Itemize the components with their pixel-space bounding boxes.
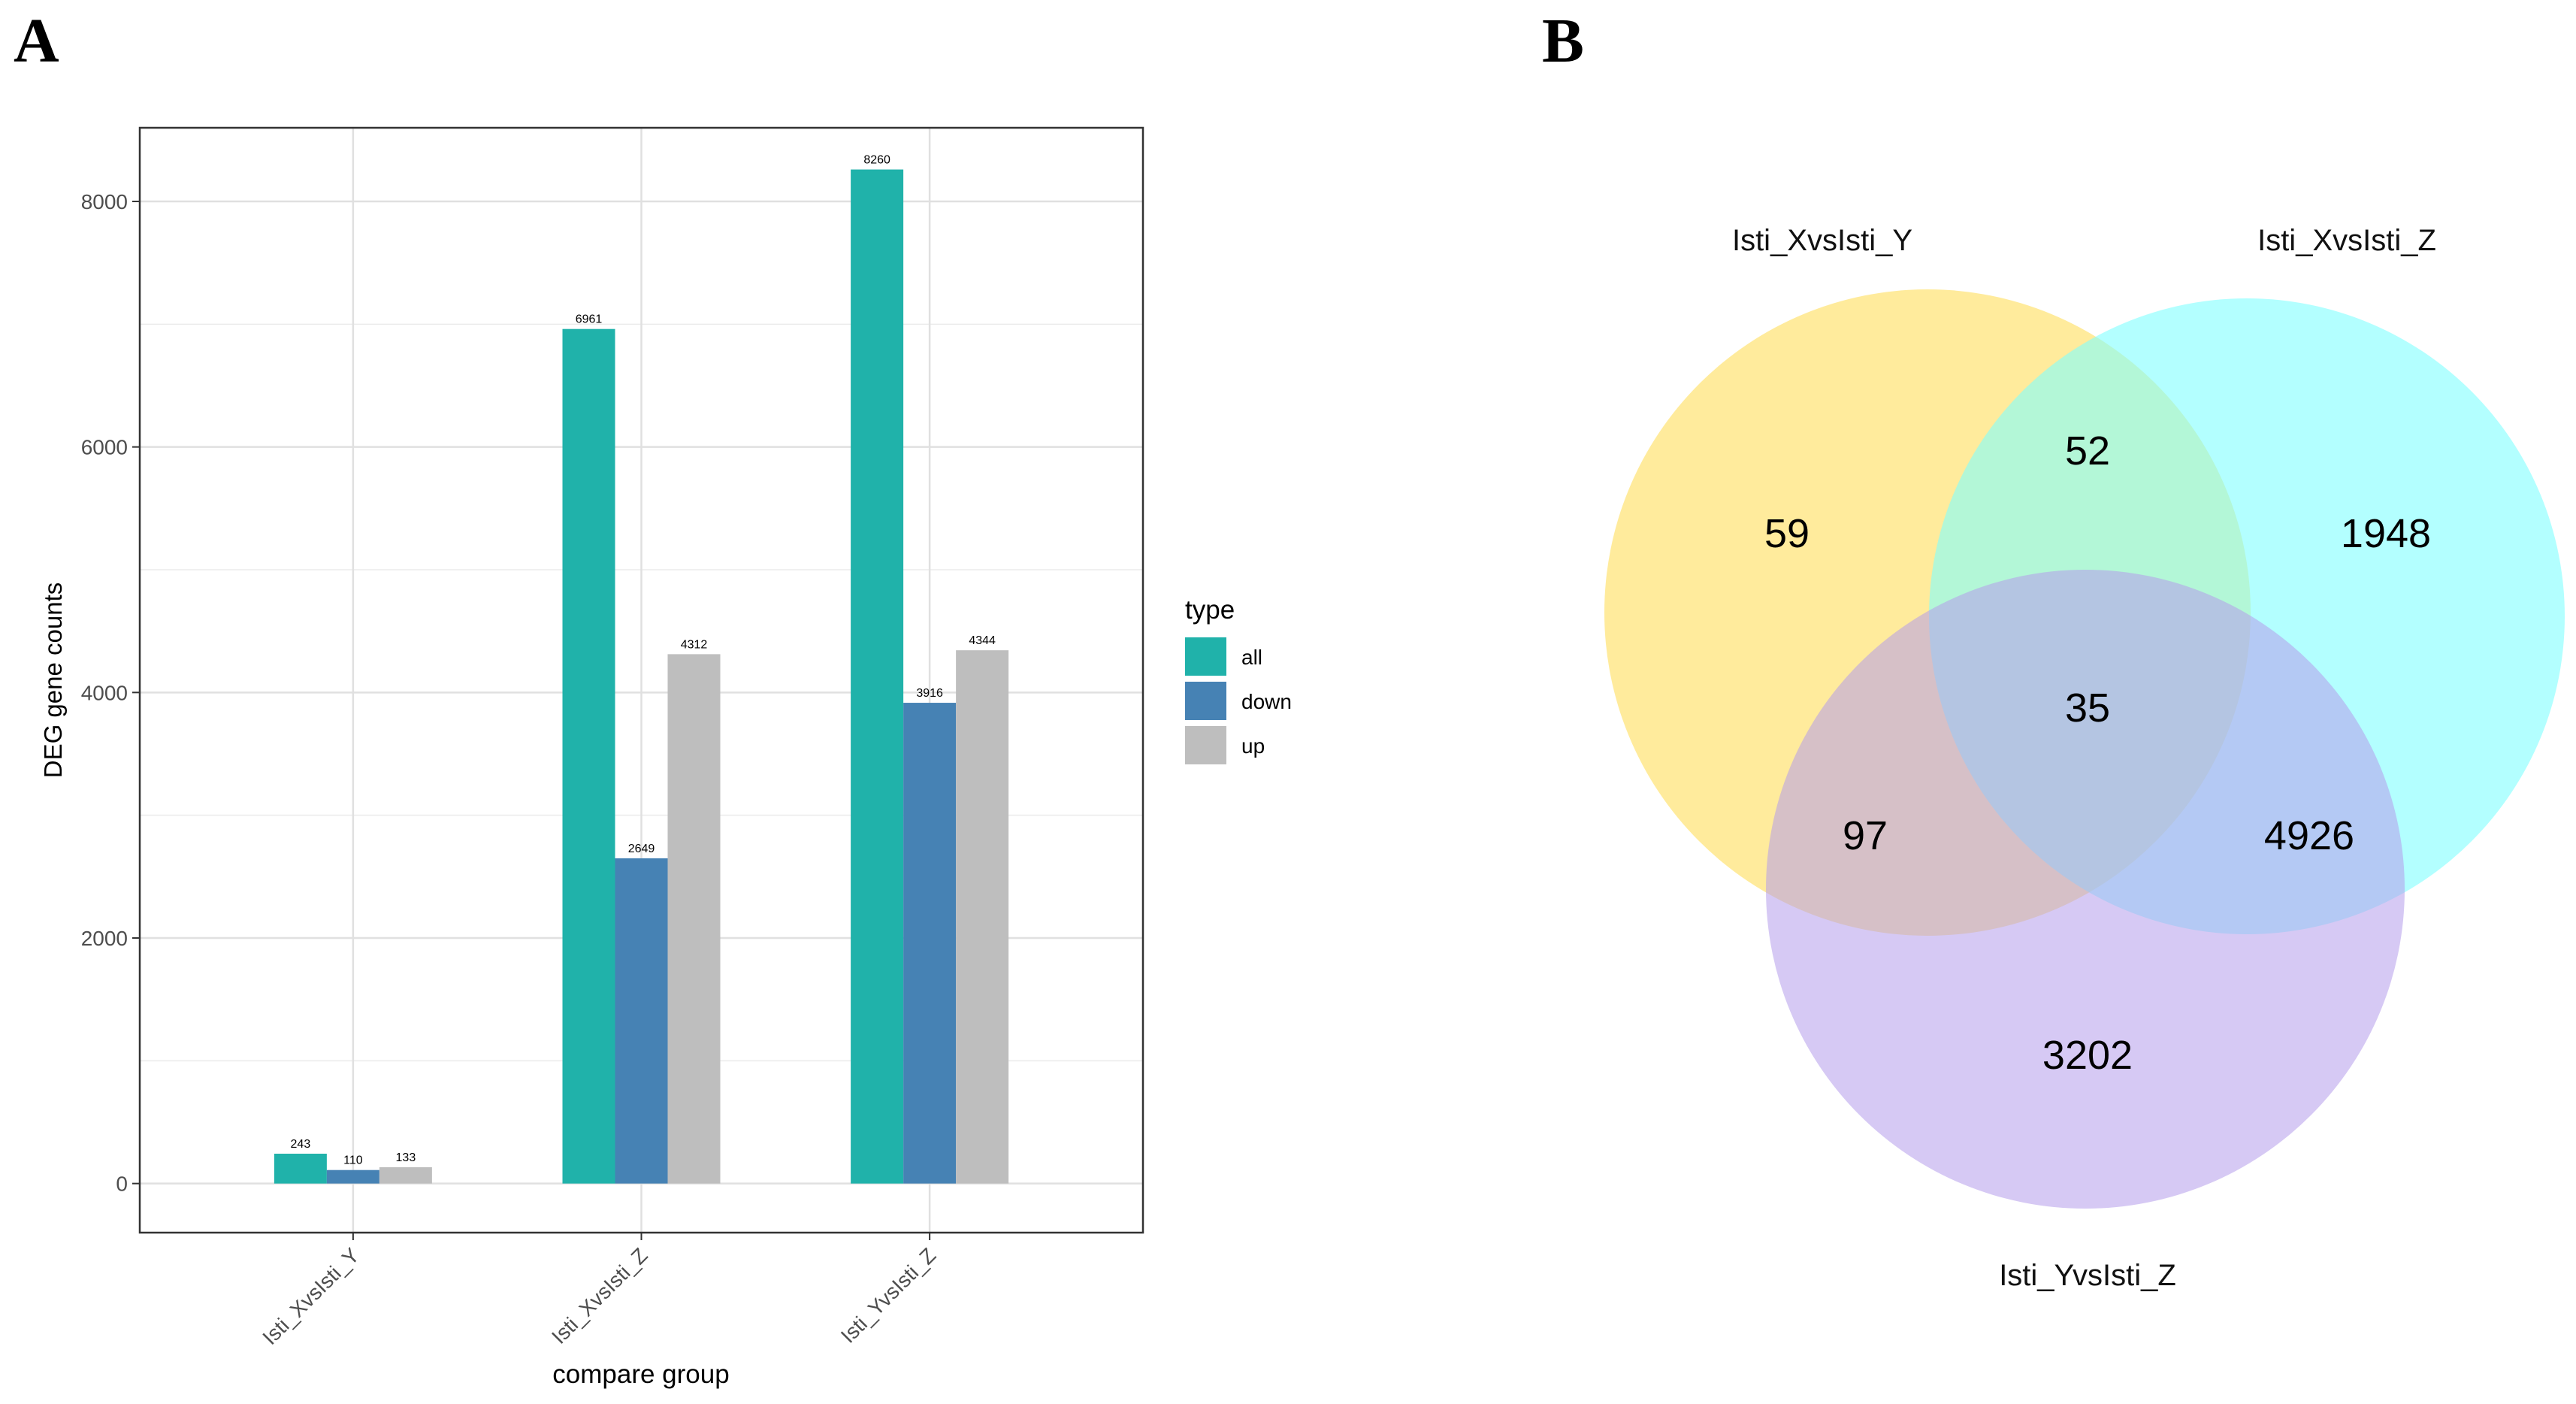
bar-up (956, 650, 1009, 1184)
venn-region-y-xz: 52 (2065, 428, 2110, 474)
bar-down (903, 703, 957, 1184)
bar-down (615, 858, 668, 1184)
y-axis-label: DEG gene counts (39, 582, 67, 779)
bar-value-label: 133 (396, 1151, 416, 1164)
venn-diagram: Isti_XvsIsti_Y Isti_XvsIsti_Z Isti_YvsIs… (1604, 224, 2565, 1292)
legend-swatch-down (1185, 682, 1226, 720)
x-axis-label: compare group (552, 1360, 729, 1389)
bar-chart: 243 6961 8260 110 2649 3916 133 4312 4344 0 2000 4… (39, 126, 1292, 1389)
venn-set-label-y-vs-z: Isti_YvsIsti_Z (1999, 1259, 2176, 1292)
x-tick-label: Isti_XvsIsti_Y (258, 1243, 364, 1349)
venn-set-label-x-vs-y: Isti_XvsIsti_Y (1732, 224, 1912, 257)
legend-swatch-up (1185, 726, 1226, 764)
x-tick-label: Isti_XvsIsti_Z (547, 1243, 652, 1348)
bar-up (667, 654, 721, 1184)
legend-title: type (1185, 595, 1235, 625)
y-tick-label: 8000 (81, 190, 128, 213)
bar-value-label: 3916 (916, 687, 943, 700)
bar-up (379, 1166, 432, 1184)
bar-all (274, 1153, 327, 1184)
venn-region-xz-only: 1948 (2341, 511, 2431, 556)
venn-region-y-yz: 97 (1843, 813, 1888, 858)
bar-value-label: 243 (291, 1138, 311, 1151)
y-tick-label: 6000 (81, 436, 128, 459)
bar-all (851, 169, 904, 1184)
venn-region-yz-only: 3202 (2042, 1033, 2133, 1078)
legend-label-up: up (1241, 734, 1265, 758)
legend-label-down: down (1241, 690, 1292, 713)
bar-value-labels: 243 6961 8260 110 2649 3916 133 4312 4344 (291, 154, 996, 1167)
legend-items: all down up (1185, 637, 1292, 764)
bar-down (326, 1169, 379, 1184)
legend-label-all: all (1241, 646, 1262, 669)
venn-circle-y-vs-z (1766, 570, 2405, 1209)
venn-set-label-x-vs-z: Isti_XvsIsti_Z (2257, 224, 2436, 257)
y-tick-label: 2000 (81, 927, 128, 950)
venn-region-xz-yz: 4926 (2264, 813, 2354, 858)
x-tick-label: Isti_YvsIsti_Z (836, 1243, 941, 1348)
panel-letter-a: A (14, 6, 59, 76)
bar-value-label: 4312 (681, 638, 708, 651)
bar-value-label: 2649 (628, 843, 655, 855)
bar-value-label: 6961 (576, 313, 603, 326)
y-tick-label: 0 (116, 1173, 128, 1196)
y-tick-label: 4000 (81, 681, 128, 704)
bar-value-label: 8260 (863, 154, 890, 167)
venn-region-y-only: 59 (1764, 511, 1810, 556)
panel-letter-b: B (1542, 6, 1584, 76)
legend-swatch-all (1185, 637, 1226, 676)
bars (274, 169, 1009, 1184)
bar-all (562, 328, 615, 1184)
venn-region-all-three: 35 (2065, 685, 2110, 731)
bar-value-label: 4344 (969, 634, 996, 647)
legend: type all down up (1185, 595, 1292, 764)
bar-value-label: 110 (343, 1154, 363, 1167)
